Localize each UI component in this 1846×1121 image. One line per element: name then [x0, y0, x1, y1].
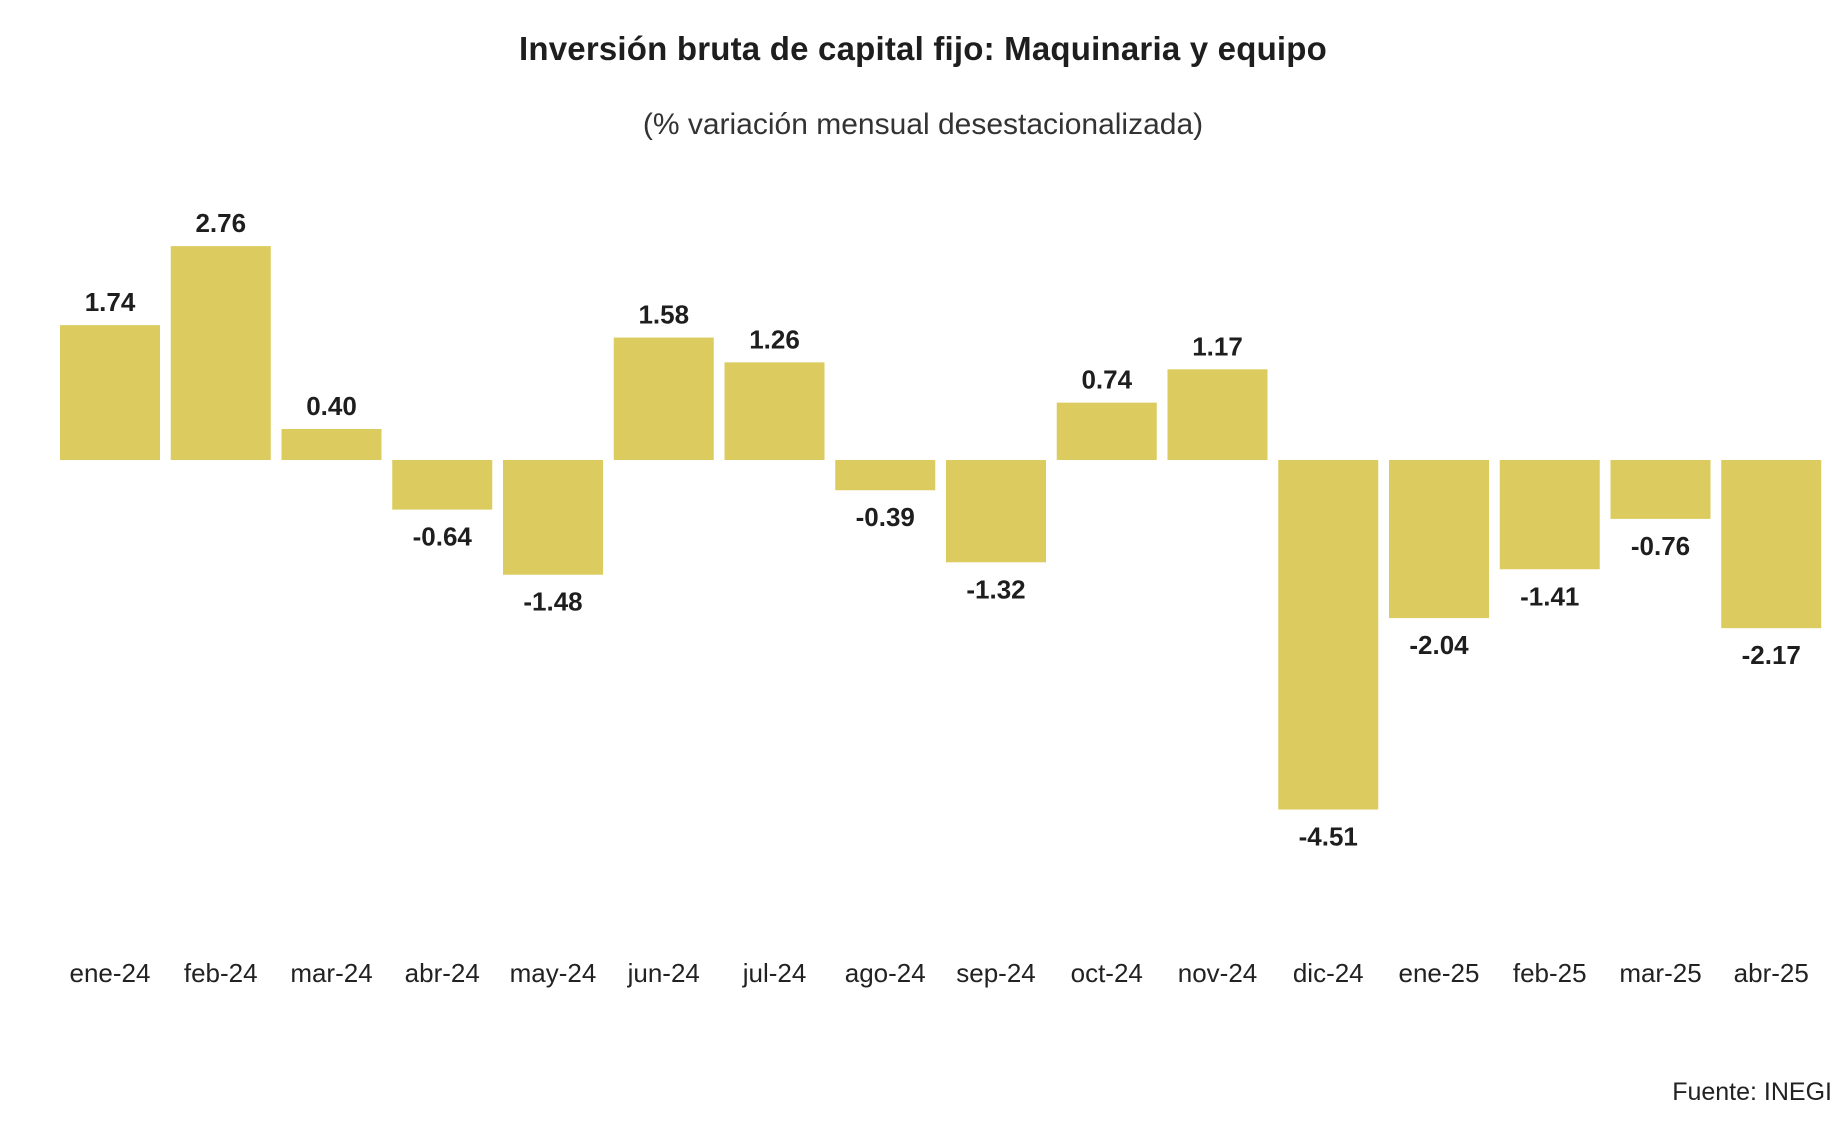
tick-label-feb-24: feb-24	[184, 958, 258, 988]
tick-label-abr-25: abr-25	[1734, 958, 1809, 988]
bars-layer	[60, 246, 1822, 810]
value-label-feb-25: -1.41	[1520, 581, 1579, 611]
tick-label-nov-24: nov-24	[1178, 958, 1258, 988]
value-label-may-24: -1.48	[523, 587, 582, 617]
value-label-ene-25: -2.04	[1409, 630, 1469, 660]
bar-may-24	[503, 460, 603, 575]
tick-label-ene-25: ene-25	[1399, 958, 1480, 988]
bar-feb-24	[170, 246, 271, 460]
chart-title: Inversión bruta de capital fijo: Maquina…	[518, 30, 1328, 67]
bar-abr-24	[392, 460, 493, 510]
value-label-jun-24: 1.58	[638, 300, 689, 330]
value-label-oct-24: 0.74	[1081, 365, 1132, 395]
x-axis-tick-labels: ene-24 feb-24 mar-24 abr-24 may-24 jun-24 jul-…	[70, 958, 1809, 988]
bar-abr-25	[1721, 460, 1822, 629]
bar-dic-24	[1278, 460, 1379, 810]
value-label-mar-24: 0.40	[306, 391, 357, 421]
tick-label-ago-24: ago-24	[845, 958, 926, 988]
tick-label-sep-24: sep-24	[956, 958, 1036, 988]
tick-label-abr-24: abr-24	[405, 958, 480, 988]
bar-oct-24	[1056, 402, 1157, 460]
value-label-abr-24: -0.64	[413, 522, 473, 552]
tick-label-jun-24: jun-24	[627, 958, 700, 988]
bar-ago-24	[835, 460, 936, 491]
tick-label-oct-24: oct-24	[1071, 958, 1143, 988]
tick-label-mar-24: mar-24	[290, 958, 372, 988]
bar-ene-25	[1389, 460, 1489, 619]
value-label-dic-24: -4.51	[1299, 822, 1358, 852]
tick-label-jul-24: jul-24	[742, 958, 807, 988]
value-label-abr-25: -2.17	[1742, 640, 1801, 670]
value-label-nov-24: 1.17	[1192, 331, 1243, 361]
tick-label-feb-25: feb-25	[1513, 958, 1587, 988]
value-label-ene-24: 1.74	[85, 287, 136, 317]
bar-mar-24	[281, 429, 382, 460]
bar-jul-24	[724, 362, 825, 460]
tick-label-ene-24: ene-24	[70, 958, 151, 988]
value-label-sep-24: -1.32	[966, 574, 1025, 604]
tick-label-mar-25: mar-25	[1619, 958, 1701, 988]
bar-sep-24	[946, 460, 1046, 563]
value-label-ago-24: -0.39	[856, 502, 915, 532]
value-label-jul-24: 1.26	[749, 324, 800, 354]
tick-label-dic-24: dic-24	[1293, 958, 1364, 988]
tick-label-may-24: may-24	[510, 958, 597, 988]
source-note: Fuente: INEGI	[1672, 1078, 1832, 1106]
bar-mar-25	[1610, 460, 1711, 519]
chart-subtitle: (% variación mensual desestacionalizada)	[642, 108, 1204, 141]
bar-nov-24	[1167, 369, 1268, 460]
bar-jun-24	[613, 337, 714, 460]
bar-feb-25	[1499, 460, 1600, 570]
bar-ene-24	[60, 325, 160, 460]
value-label-mar-25: -0.76	[1631, 531, 1690, 561]
value-labels-layer: 1.74 2.76 0.40 -0.64 -1.48 1.58 1.26 -0.39 -1.32…	[85, 208, 1801, 851]
value-label-feb-24: 2.76	[195, 208, 246, 238]
